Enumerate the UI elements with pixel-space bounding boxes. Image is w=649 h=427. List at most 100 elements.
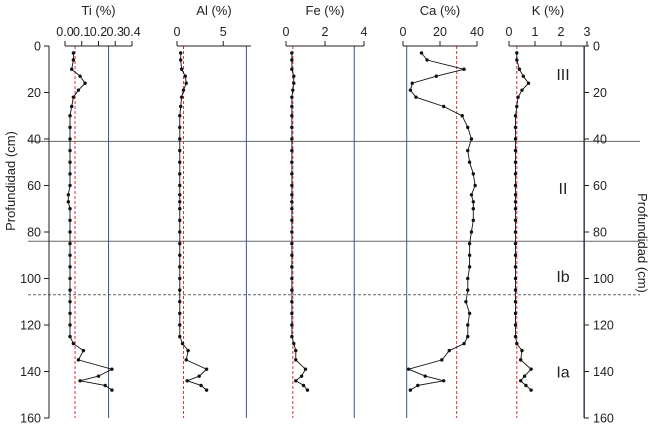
panel-1-data-point-20 (178, 241, 182, 246)
panel-4-data-point-26 (513, 311, 518, 316)
panel-4-data-point-28 (513, 334, 518, 339)
panel-4-data-point-19 (513, 230, 518, 234)
panel-1-data-point-9 (178, 125, 182, 130)
panel-3-data-point-6 (414, 95, 418, 99)
panel-1-data-point-11 (178, 148, 182, 153)
panel-2: 0 2 4 Fe (%) (283, 3, 368, 418)
panel-2-data-point-20 (290, 241, 294, 246)
panel-0-data-point-5 (76, 88, 81, 92)
panel-0-title: Ti (%) (81, 3, 115, 18)
panel-3-x-tick-label-2: 40 (470, 25, 484, 39)
panel-0-data-point-10 (68, 137, 72, 141)
panel-4-data-point-11 (513, 148, 518, 153)
panel-3-data-point-25 (464, 300, 468, 304)
panel-1-data-point-21 (178, 253, 182, 257)
panel-1-data-point-33 (197, 374, 201, 378)
panel-2-data-point-17 (290, 207, 294, 211)
panel-3-data-point-14 (473, 183, 477, 188)
panel-3-data-point-2 (462, 67, 466, 71)
panel-2-data-point-5 (291, 88, 295, 92)
panel-2-data-point-11 (290, 148, 294, 153)
left-axis-label: Profundidad (cm) (3, 131, 18, 231)
panel-4-data-point-23 (513, 276, 518, 281)
panel-4-data-point-29 (515, 341, 519, 346)
left-depth-axis-tick-label-4: 80 (27, 226, 41, 240)
left-depth-axis-tick-label-1: 20 (27, 86, 41, 100)
panel-1-data-point-1 (179, 58, 183, 62)
panel-3-data-point-15 (469, 193, 474, 197)
panel-0-data-point-34 (78, 379, 82, 383)
panel-3-series-line (407, 52, 476, 391)
panel-0-data-point-26 (68, 311, 72, 316)
panel-4-x-tick-label-3: 3 (584, 25, 591, 39)
panel-2-data-point-8 (290, 114, 294, 118)
panel-4-data-point-36 (529, 388, 533, 392)
panel-2-data-point-13 (290, 172, 294, 176)
left-depth-axis: 0 20 40 60 80 100 120 140 160 (20, 40, 50, 426)
panel-4-data-point-2 (517, 67, 522, 71)
panel-4-data-point-7 (515, 104, 519, 109)
panel-0-data-point-12 (68, 160, 72, 164)
panel-2-x-tick-label-2: 4 (361, 25, 368, 39)
panel-0-data-point-17 (68, 207, 72, 211)
panel-1-data-point-19 (178, 230, 182, 234)
panel-1-data-point-15 (178, 193, 182, 197)
panel-2-data-point-14 (290, 183, 294, 188)
panel-3-data-point-0 (419, 51, 424, 55)
panel-2-data-point-10 (290, 137, 294, 141)
left-depth-axis-tick-label-3: 60 (27, 179, 41, 193)
panel-1-data-point-14 (178, 183, 182, 188)
zone-label-3: Ia (556, 365, 569, 382)
panel-2-data-point-32 (303, 367, 308, 371)
panel-3-data-point-20 (467, 241, 472, 246)
panel-2-title: Fe (%) (306, 3, 345, 18)
panel-0-x-tick-label-4: 0.4 (123, 25, 140, 39)
right-depth-axis-tick-label-7: 140 (593, 365, 614, 379)
right-depth-axis-tick-label-1: 20 (593, 86, 607, 100)
panel-2-data-point-16 (290, 200, 294, 204)
panel-3-data-point-26 (467, 311, 472, 316)
panel-3-data-point-35 (416, 383, 420, 388)
panel-3-data-point-11 (466, 148, 470, 153)
panel-3-x-tick-label-0: 0 (400, 25, 407, 39)
panel-1-data-point-36 (204, 388, 209, 392)
panel-3-data-point-33 (423, 374, 427, 378)
panel-4-data-point-25 (513, 300, 518, 304)
panel-4-data-point-18 (513, 218, 518, 223)
panel-4-data-point-4 (526, 81, 531, 85)
panel-4-x-tick-label-0: 0 (506, 25, 513, 39)
panel-4-data-point-27 (513, 323, 518, 327)
right-axis-label: Profundidad (cm) (635, 193, 649, 293)
panel-4-data-point-5 (520, 88, 524, 92)
panel-0-data-point-9 (68, 125, 72, 130)
panel-0-data-point-11 (68, 148, 72, 153)
depth-axes-layer: Profundidad (cm) Profundidad (cm) 0 20 40 6… (3, 40, 649, 426)
panel-1-data-point-7 (179, 104, 183, 109)
panel-3-data-point-16 (471, 200, 475, 204)
panel-0-data-point-22 (68, 265, 72, 269)
zone-label-2: Ib (556, 269, 569, 286)
panel-0-data-point-19 (68, 230, 72, 234)
panel-2-data-point-36 (305, 388, 310, 392)
panel-4-x-tick-label-2: 2 (558, 25, 565, 39)
panel-0-data-point-15 (66, 193, 71, 197)
panel-0-data-point-18 (68, 218, 72, 223)
panel-1-data-point-22 (178, 265, 182, 269)
panel-0-data-point-23 (68, 276, 72, 281)
panel-1-data-point-0 (179, 51, 183, 55)
panel-4-data-point-31 (519, 358, 523, 362)
panel-3-data-point-13 (471, 172, 475, 176)
panel-4-data-point-16 (513, 200, 518, 204)
panel-4-data-point-15 (513, 193, 518, 197)
panel-1-data-point-24 (178, 288, 182, 292)
panel-1-data-point-13 (178, 172, 182, 176)
panel-3-data-point-1 (425, 58, 429, 62)
right-depth-axis-tick-label-3: 60 (593, 179, 607, 193)
right-depth-axis-tick-label-5: 100 (593, 272, 614, 286)
panel-2-data-point-7 (290, 104, 294, 109)
panel-2-data-point-26 (290, 311, 294, 316)
panel-3-data-point-18 (471, 218, 475, 223)
left-depth-axis-tick-label-7: 140 (20, 365, 41, 379)
panel-0-x-tick-label-2: 0.2 (90, 25, 107, 39)
